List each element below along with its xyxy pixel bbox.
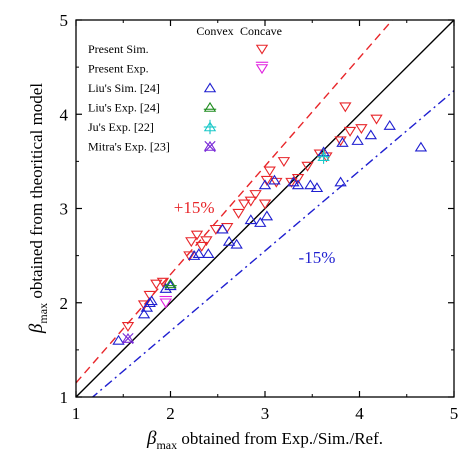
data-point: [159, 295, 172, 309]
data-point: [140, 301, 154, 312]
data-point: [195, 241, 208, 252]
data-point: [150, 279, 163, 290]
data-point: [121, 322, 135, 332]
legend-marker-concave: [255, 61, 269, 75]
data-point: [364, 129, 378, 140]
data-point: [143, 290, 156, 301]
x-tick-label: 1: [72, 404, 81, 423]
legend-marker-concave: [255, 44, 269, 55]
annotation-label: +15%: [174, 198, 215, 217]
series-ju-exp-convex: [317, 149, 330, 164]
data-point: [190, 230, 204, 241]
x-tick-label: 4: [355, 404, 364, 423]
legend-label: Liu's Sim. [24]: [88, 81, 160, 95]
data-point: [254, 217, 267, 227]
x-axis-label: βmax obtained from Exp./Sim./Ref.: [146, 428, 383, 452]
data-point: [263, 166, 276, 177]
data-point: [336, 136, 349, 147]
y-tick-label: 3: [60, 200, 69, 219]
legend-header-concave: Concave: [240, 24, 282, 38]
y-tick-label: 5: [60, 11, 69, 30]
data-point: [202, 248, 215, 259]
y-tick-label: 1: [60, 388, 69, 407]
legend-label: Present Exp.: [88, 62, 149, 76]
series-present-sim-concave: [121, 102, 383, 332]
data-point: [383, 119, 396, 130]
data-point: [209, 224, 223, 235]
data-point: [244, 214, 258, 225]
data-point: [183, 251, 196, 262]
data-point: [343, 126, 357, 137]
data-point: [244, 196, 258, 207]
data-point: [230, 238, 243, 249]
data-point: [143, 297, 156, 308]
legend-marker-convex: [203, 101, 217, 112]
data-point: [414, 141, 428, 152]
data-point: [291, 179, 305, 190]
legend-marker-convex: [203, 82, 217, 93]
data-point: [291, 174, 305, 184]
axis-ticks: [75, 19, 455, 398]
data-point: [121, 332, 135, 345]
data-point: [185, 237, 198, 248]
x-tick-label: 2: [166, 404, 175, 423]
data-point: [260, 210, 274, 221]
data-point: [310, 182, 324, 193]
data-point: [159, 282, 172, 293]
data-point: [258, 199, 272, 210]
legend-marker-convex: [203, 140, 217, 153]
data-point: [258, 179, 272, 190]
data-point: [192, 248, 206, 259]
data-point: [351, 135, 364, 145]
data-point: [221, 223, 234, 233]
data-point: [304, 179, 317, 190]
annotations: +15% -15%: [174, 198, 336, 267]
legend-header-convex: Convex: [196, 24, 233, 38]
data-point: [285, 177, 298, 188]
data-point: [200, 236, 213, 247]
annotation-label: -15%: [299, 248, 336, 267]
data-point: [187, 250, 201, 260]
data-point: [339, 102, 352, 113]
legend-marker-convex: [203, 119, 217, 135]
y-tick-label: 2: [60, 294, 69, 313]
data-point: [145, 295, 158, 306]
series-liu-sim-convex: [112, 119, 428, 345]
tick-labels: 1 2 3 4 5 1 2 3 4 5: [60, 11, 459, 423]
data-point: [112, 334, 125, 345]
data-point: [156, 277, 170, 288]
data-points: [112, 102, 428, 345]
y-axis-label: βmax obtained from theoritical model: [26, 83, 50, 334]
data-point: [277, 157, 291, 167]
series-liu-exp-convex: [164, 278, 177, 289]
data-point: [238, 199, 251, 210]
series-mitra-exp-convex: [121, 332, 135, 345]
x-tick-label: 3: [261, 404, 270, 423]
x-tick-label: 5: [450, 404, 459, 423]
data-point: [334, 136, 347, 147]
data-point: [287, 176, 300, 187]
series-present-exp-concave: [159, 295, 172, 309]
data-point: [164, 278, 177, 289]
data-point: [222, 235, 236, 246]
reference-line: [91, 90, 454, 397]
data-point: [216, 223, 229, 234]
data-point: [232, 208, 245, 219]
legend: Convex Concave Present Sim. Present Exp. L…: [88, 24, 282, 154]
data-point: [301, 161, 314, 172]
y-tick-label: 4: [60, 105, 69, 124]
data-point: [317, 149, 330, 164]
legend-label: Mitra's Exp. [23]: [88, 140, 170, 154]
data-point: [137, 308, 151, 319]
legend-label: Present Sim.: [88, 42, 149, 56]
data-point: [370, 114, 383, 125]
data-point: [268, 174, 281, 185]
legend-label: Ju's Exp. [22]: [88, 120, 154, 134]
data-point: [249, 190, 262, 200]
legend-label: Liu's Exp. [24]: [88, 101, 160, 115]
data-point: [334, 176, 347, 187]
data-point: [355, 124, 368, 135]
reference-line: [76, 20, 394, 384]
